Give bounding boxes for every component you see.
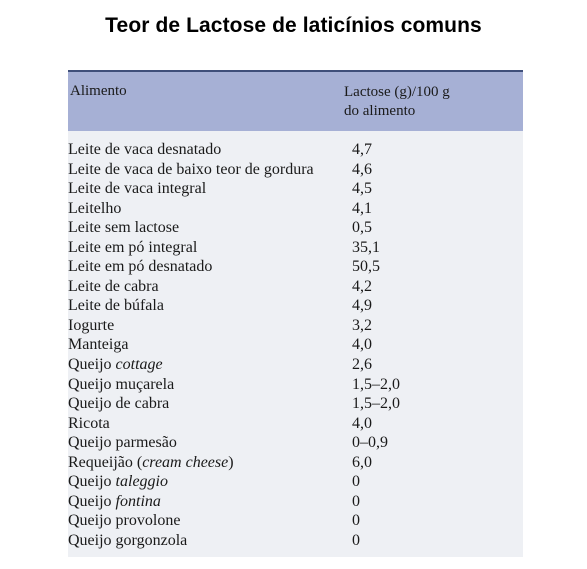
lactose-value: 4,1 (352, 199, 372, 217)
food-name: Queijo taleggio (68, 473, 168, 491)
food-name-text: Queijo de cabra (68, 395, 170, 413)
table-row: Leite de vaca de baixo teor de gordura 4,… (68, 161, 523, 181)
food-name: Queijo gorgonzola (68, 532, 187, 550)
page-title: Teor de Lactose de laticínios comuns (105, 14, 482, 37)
food-name: Leite de búfala (68, 297, 164, 315)
lactose-value: 4,0 (352, 336, 372, 354)
food-name: Leite em pó integral (68, 239, 197, 257)
lactose-value: 2,6 (352, 356, 372, 374)
food-name-text: Leite de vaca integral (68, 180, 207, 198)
table-row: Leitelho 4,1 (68, 200, 523, 220)
table-row: Queijo fontina 0 (68, 493, 523, 513)
food-name-italic: taleggio (115, 473, 168, 491)
table-row: Manteiga 4,0 (68, 336, 523, 356)
lactose-value: 0 (352, 473, 360, 491)
food-name-italic: cream cheese (142, 453, 229, 471)
food-name-text: Leite sem lactose (68, 219, 180, 237)
lactose-value: 0,5 (352, 219, 372, 237)
food-name-text: Queijo gorgonzola (68, 531, 188, 549)
food-name: Queijo provolone (68, 512, 180, 530)
food-name-text: Leite em pó desnatado (68, 258, 213, 276)
lactose-value: 0 (352, 512, 360, 530)
lactose-value: 4,7 (352, 141, 372, 158)
lactose-value: 1,5–2,0 (352, 395, 400, 413)
lactose-value: 4,9 (352, 297, 372, 315)
food-name-italic: cottage (115, 356, 163, 374)
food-name-text: Queijo (68, 492, 116, 510)
header-lactose-line1: Lactose (g)/100 g (344, 84, 450, 100)
table-row: Requeijão (cream cheese) 6,0 (68, 454, 523, 474)
table-row: Leite de vaca integral 4,5 (68, 180, 523, 200)
table-header: Alimento Lactose (g)/100 g do alimento (68, 72, 523, 131)
food-name-text: Leitelho (68, 199, 122, 217)
table-row: Queijo provolone 0 (68, 512, 523, 532)
food-name: Queijo muçarela (68, 376, 174, 394)
food-name-text: Iogurte (68, 316, 115, 334)
food-name-text: Leite de búfala (68, 297, 164, 315)
lactose-value: 4,5 (352, 180, 372, 198)
table-row: Queijo cottage 2,6 (68, 356, 523, 376)
food-name-text: Queijo (68, 473, 116, 491)
food-name-text: Ricota (68, 414, 110, 432)
table-row: Iogurte 3,2 (68, 317, 523, 337)
food-name: Queijo de cabra (68, 395, 169, 413)
food-name-italic: fontina (115, 492, 161, 510)
food-name-text: Requeijão ( (68, 453, 143, 471)
lactose-table: Alimento Lactose (g)/100 g do alimento L… (68, 70, 523, 557)
food-name: Leitelho (68, 200, 121, 218)
lactose-value: 6,0 (352, 453, 372, 471)
food-name: Leite sem lactose (68, 219, 179, 237)
lactose-value: 0 (352, 492, 360, 510)
lactose-value: 35,1 (352, 238, 380, 256)
table-row: Leite em pó integral 35,1 (68, 239, 523, 259)
food-name-text: Manteiga (68, 336, 129, 354)
food-name-text: Queijo parmesão (68, 434, 177, 452)
table-row: Leite de cabra 4,2 (68, 278, 523, 298)
food-name-text: Queijo muçarela (68, 375, 175, 393)
food-name-text: Leite de cabra (68, 277, 159, 295)
lactose-value: 4,6 (352, 160, 372, 178)
table-row: Queijo de cabra 1,5–2,0 (68, 395, 523, 415)
lactose-value: 3,2 (352, 316, 372, 334)
food-name: Leite de vaca de baixo teor de gordura (68, 161, 314, 179)
food-name-text: Queijo provolone (68, 512, 181, 530)
header-lactose: Lactose (g)/100 g do alimento (344, 83, 450, 121)
table-row: Leite de vaca desnatado 4,7 (68, 141, 523, 161)
food-name-text: Leite de vaca desnatado (68, 141, 222, 158)
food-name: Leite de cabra (68, 278, 159, 296)
table-row: Queijo parmesão 0–0,9 (68, 434, 523, 454)
table-row: Leite sem lactose 0,5 (68, 219, 523, 239)
table-row: Leite em pó desnatado 50,5 (68, 258, 523, 278)
food-name-text: Leite em pó integral (68, 238, 198, 256)
food-name-text: Leite de vaca de baixo teor de gordura (68, 160, 314, 178)
food-name: Requeijão (cream cheese) (68, 454, 234, 472)
food-name: Queijo parmesão (68, 434, 177, 452)
table-row: Queijo gorgonzola 0 (68, 532, 523, 552)
lactose-value: 1,5–2,0 (352, 375, 400, 393)
food-name-suffix: ) (228, 453, 234, 471)
lactose-value: 4,2 (352, 277, 372, 295)
table-row: Queijo taleggio 0 (68, 473, 523, 493)
food-name: Leite de vaca integral (68, 180, 206, 198)
food-name: Queijo fontina (68, 493, 161, 511)
header-food: Alimento (70, 83, 127, 99)
food-name: Queijo cottage (68, 356, 163, 374)
lactose-value: 0 (352, 531, 360, 549)
food-name: Leite de vaca desnatado (68, 141, 221, 159)
food-name: Leite em pó desnatado (68, 258, 212, 276)
lactose-value: 0–0,9 (352, 434, 388, 452)
header-lactose-line2: do alimento (344, 103, 416, 119)
table-row: Ricota 4,0 (68, 415, 523, 435)
food-name: Iogurte (68, 317, 114, 335)
food-name-text: Queijo (68, 356, 116, 374)
food-name: Ricota (68, 415, 110, 433)
table-row: Queijo muçarela 1,5–2,0 (68, 376, 523, 396)
table-row: Leite de búfala 4,9 (68, 297, 523, 317)
lactose-value: 50,5 (352, 258, 380, 276)
lactose-value: 4,0 (352, 414, 372, 432)
table-body: Leite de vaca desnatado 4,7 Leite de vaca … (68, 141, 523, 551)
food-name: Manteiga (68, 336, 128, 354)
